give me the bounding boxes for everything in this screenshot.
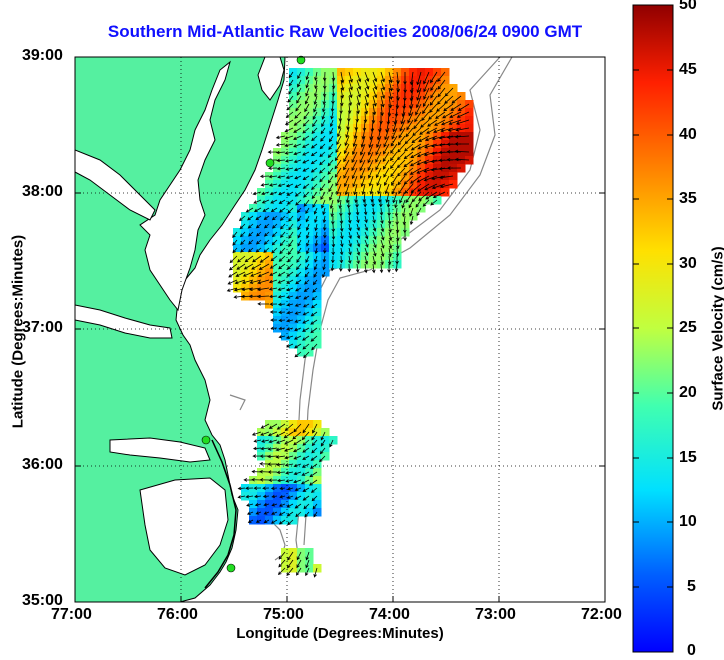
colorbar-tick-label: 15 bbox=[679, 449, 697, 467]
colorbar-label: Surface Velocity (cm/s) bbox=[710, 209, 724, 449]
velocity-cell bbox=[465, 100, 474, 109]
velocity-cell bbox=[313, 444, 322, 453]
velocity-cell bbox=[457, 92, 466, 101]
velocity-cell bbox=[289, 444, 298, 453]
velocity-cell bbox=[273, 220, 282, 229]
velocity-cell bbox=[265, 508, 274, 517]
y-axis-label: Latitude (Degrees:Minutes) bbox=[10, 212, 27, 452]
y-tick-label: 36:00 bbox=[22, 456, 63, 474]
velocity-cell bbox=[297, 268, 306, 277]
velocity-cell bbox=[241, 244, 250, 253]
velocity-cell bbox=[257, 508, 266, 517]
colorbar-tick-label: 50 bbox=[679, 0, 697, 14]
velocity-cell bbox=[313, 332, 322, 341]
y-tick-label: 38:00 bbox=[22, 183, 63, 201]
velocity-cell bbox=[321, 148, 330, 157]
velocity-cell bbox=[305, 500, 314, 509]
velocity-cell bbox=[465, 116, 474, 125]
velocity-cell bbox=[313, 324, 322, 333]
velocity-cell bbox=[313, 316, 322, 325]
colorbar-tick-label: 45 bbox=[679, 61, 697, 79]
colorbar-tick-label: 30 bbox=[679, 255, 697, 273]
velocity-cell bbox=[313, 132, 322, 141]
x-tick-label: 76:00 bbox=[157, 606, 198, 624]
station-3 bbox=[202, 436, 210, 444]
velocity-cell bbox=[433, 172, 442, 181]
velocity-cell bbox=[289, 172, 298, 181]
velocity-cell bbox=[281, 492, 290, 501]
colorbar-tick-label: 5 bbox=[687, 578, 696, 596]
velocity-cell bbox=[281, 212, 290, 221]
velocity-cell bbox=[281, 180, 290, 189]
y-tick-label: 39:00 bbox=[22, 47, 63, 65]
velocity-cell bbox=[313, 476, 322, 485]
colorbar-tick-label: 20 bbox=[679, 384, 697, 402]
velocity-cell bbox=[265, 236, 274, 245]
velocity-cell bbox=[449, 92, 458, 101]
velocity-cell bbox=[313, 468, 322, 477]
station-4 bbox=[227, 564, 235, 572]
station-2 bbox=[266, 159, 274, 167]
x-tick-label: 77:00 bbox=[51, 606, 92, 624]
velocity-cell bbox=[273, 268, 282, 277]
velocity-cell bbox=[273, 500, 282, 509]
velocity-cell bbox=[313, 140, 322, 149]
velocity-cell bbox=[289, 292, 298, 301]
colorbar-tick-label: 10 bbox=[679, 513, 697, 531]
velocity-cell bbox=[233, 252, 242, 261]
y-tick-label: 37:00 bbox=[22, 319, 63, 337]
velocity-cell bbox=[297, 476, 306, 485]
x-tick-label: 75:00 bbox=[263, 606, 304, 624]
velocity-cell bbox=[313, 484, 322, 493]
x-axis-label: Longitude (Degrees:Minutes) bbox=[75, 625, 605, 642]
velocity-cell bbox=[433, 188, 442, 197]
velocity-cell bbox=[249, 228, 258, 237]
velocity-cell bbox=[289, 484, 298, 493]
velocity-cell bbox=[305, 276, 314, 285]
velocity-cell bbox=[465, 108, 474, 117]
colorbar-tick-label: 35 bbox=[679, 190, 697, 208]
velocity-cell bbox=[441, 188, 450, 197]
velocity-cell bbox=[297, 300, 306, 309]
velocity-cell bbox=[289, 420, 298, 429]
velocity-cell bbox=[273, 188, 282, 197]
colorbar-tick-label: 25 bbox=[679, 319, 697, 337]
velocity-cell bbox=[249, 220, 258, 229]
x-tick-label: 74:00 bbox=[369, 606, 410, 624]
velocity-cell bbox=[297, 508, 306, 517]
velocity-cell bbox=[281, 284, 290, 293]
velocity-cell bbox=[281, 420, 290, 429]
velocity-cell bbox=[289, 516, 298, 525]
x-tick-label: 72:00 bbox=[581, 606, 622, 624]
velocity-cell bbox=[265, 252, 274, 261]
velocity-cell bbox=[249, 508, 258, 517]
colorbar-tick-label: 0 bbox=[687, 642, 696, 660]
colorbar-tick-label: 40 bbox=[679, 126, 697, 144]
x-tick-label: 73:00 bbox=[475, 606, 516, 624]
velocity-cell bbox=[265, 500, 274, 509]
velocity-cell bbox=[313, 308, 322, 317]
